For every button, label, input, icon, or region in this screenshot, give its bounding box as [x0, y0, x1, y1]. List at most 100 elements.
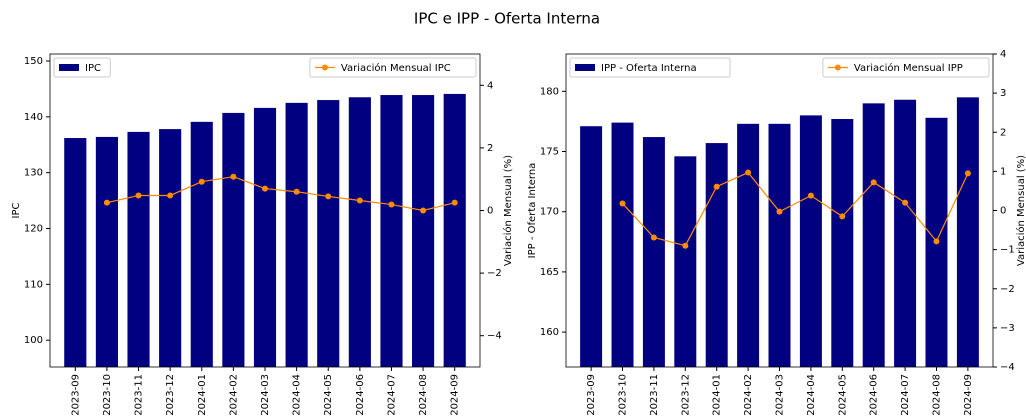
marker	[964, 170, 971, 177]
bar	[831, 119, 854, 367]
x-tick-label: 2024-06	[355, 374, 366, 416]
chart: 100 110 120 130 140 150 −4 −2 0 2 4 2023-09 2023-10 2…	[11, 53, 514, 416]
marker	[388, 201, 395, 208]
bar	[222, 112, 245, 367]
bar	[380, 95, 403, 367]
bar	[348, 97, 371, 367]
y2-tick-label: −3	[1000, 323, 1015, 334]
marker	[713, 183, 720, 190]
marker	[167, 192, 174, 199]
legend-marker	[321, 64, 328, 71]
legend-box	[569, 57, 731, 78]
y-tick-label: 175	[540, 147, 559, 158]
y2-tick-label: 2	[487, 143, 493, 154]
y2-tick-label: 4	[1000, 49, 1006, 60]
x-tick-label: 2024-09	[450, 374, 461, 416]
y2-tick-label: 2	[1000, 127, 1006, 138]
y-tick-label: 110	[24, 279, 43, 290]
x-tick-label: 2023-12	[680, 374, 691, 416]
marker	[325, 193, 332, 200]
marker	[682, 242, 689, 249]
bar	[580, 126, 603, 367]
bar	[127, 131, 150, 367]
bar	[768, 123, 791, 367]
marker	[135, 192, 142, 199]
bar	[95, 136, 118, 367]
bar	[862, 103, 885, 367]
y2-tick-label: 1	[1000, 166, 1006, 177]
y-tick-label: 165	[540, 267, 559, 278]
line	[622, 171, 969, 247]
x-tick-label: 2024-08	[418, 374, 429, 416]
y-tick-label: 150	[24, 56, 43, 67]
y-tick-label: 170	[540, 207, 559, 218]
line	[106, 176, 455, 212]
x-tick-label: 2023-09	[70, 374, 81, 416]
y-tick-label: 120	[24, 224, 43, 235]
y-tick-label: 180	[540, 86, 559, 97]
marker	[356, 197, 363, 204]
y2-tick-label: 4	[487, 80, 493, 91]
marker	[420, 207, 427, 214]
bar	[674, 156, 697, 367]
bar	[190, 121, 213, 367]
legend-box	[309, 57, 477, 78]
x-tick-label: 2024-07	[900, 374, 911, 416]
x-tick-label: 2023-10	[618, 374, 629, 416]
legend-label: Variación Mensual IPP	[854, 62, 963, 74]
bar	[894, 99, 917, 367]
marker	[451, 199, 458, 206]
y-tick-label: 160	[540, 327, 559, 338]
bar	[737, 123, 760, 367]
y-tick-label: 140	[24, 112, 43, 123]
y2-tick-label: 3	[1000, 88, 1006, 99]
x-tick-label: 2024-07	[386, 374, 397, 416]
bar	[956, 97, 979, 367]
x-tick-label: 2023-12	[165, 374, 176, 416]
bar	[443, 93, 466, 368]
x-tick-label: 2024-02	[228, 374, 239, 416]
bar	[642, 137, 665, 367]
x-tick-label: 2023-09	[586, 374, 597, 416]
y2-tick-label: −4	[1000, 362, 1015, 373]
x-tick-label: 2024-05	[837, 374, 848, 416]
bar	[159, 129, 182, 367]
x-tick-label: 2024-03	[260, 374, 271, 416]
marker	[776, 208, 783, 215]
x-tick-label: 2024-03	[775, 374, 786, 416]
x-tick-label: 2024-04	[292, 374, 303, 416]
y2-axis-label: Variación Mensual (%)	[1015, 155, 1026, 266]
x-tick-label: 2024-01	[712, 374, 723, 416]
marker	[293, 188, 300, 195]
plot-frame	[565, 53, 994, 368]
x-tick-label: 2024-05	[323, 374, 334, 416]
x-tick-label: 2023-11	[134, 374, 145, 416]
y2-tick-label: −2	[1000, 284, 1015, 295]
y2-tick-label: −2	[487, 268, 502, 279]
marker	[933, 238, 940, 245]
marker	[745, 169, 752, 176]
bar	[705, 143, 728, 367]
y-axis-label: IPC	[11, 203, 22, 219]
marker	[807, 192, 814, 199]
x-tick-label: 2024-09	[963, 374, 974, 416]
figure-title: IPC e IPP - Oferta Interna	[414, 10, 600, 28]
legend-label: IPC	[85, 63, 101, 74]
x-tick-label: 2024-08	[931, 374, 942, 416]
legend-swatch	[575, 64, 595, 71]
plot-frame	[49, 53, 481, 368]
marker	[650, 234, 657, 241]
marker	[619, 200, 626, 207]
legend-label: Variación Mensual IPC	[341, 62, 451, 74]
x-tick-label: 2024-04	[806, 374, 817, 416]
x-tick-label: 2024-02	[743, 374, 754, 416]
y-tick-label: 130	[24, 168, 43, 179]
y2-tick-label: 0	[487, 206, 493, 217]
marker	[103, 199, 110, 206]
x-tick-label: 2023-11	[649, 374, 660, 416]
marker	[902, 199, 909, 206]
bar	[412, 95, 435, 367]
marker	[198, 178, 205, 185]
bar	[64, 138, 87, 367]
